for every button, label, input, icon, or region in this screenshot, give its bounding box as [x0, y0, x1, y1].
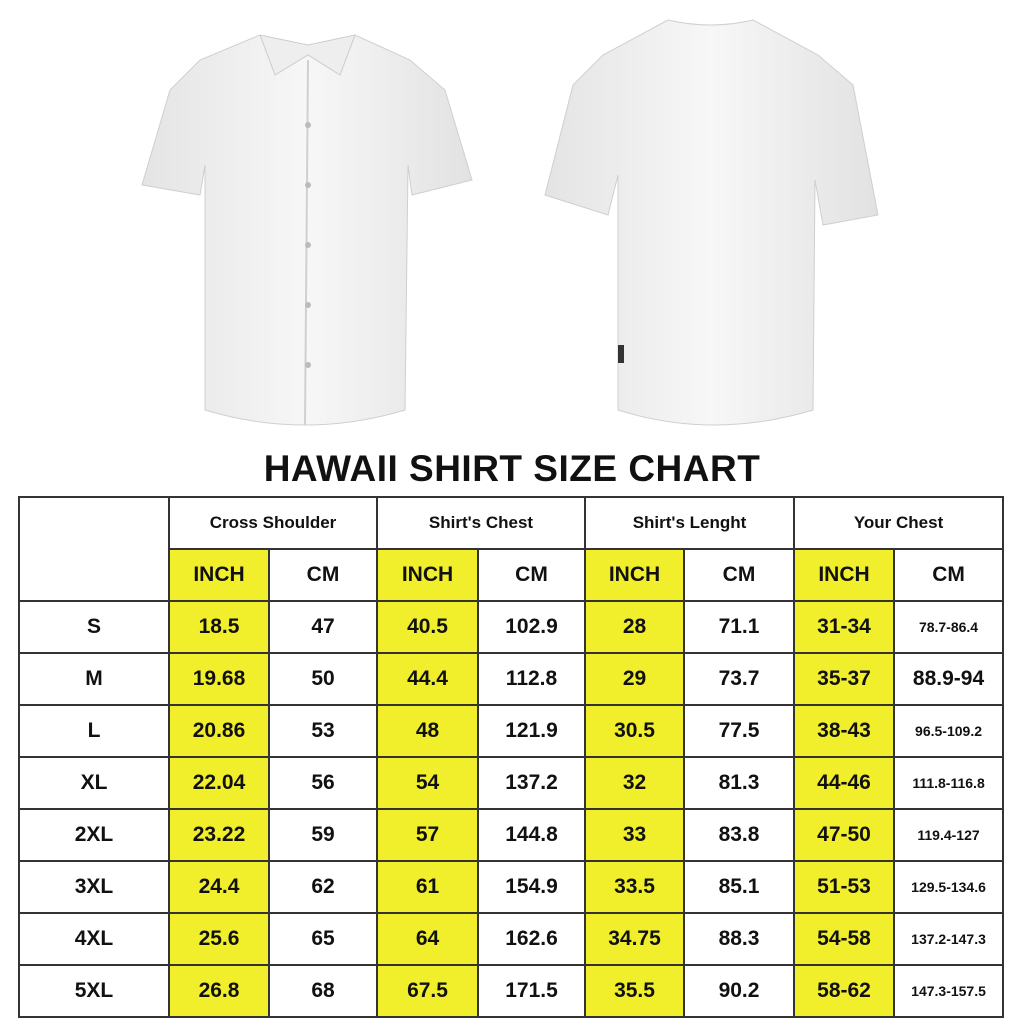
size-value: 40.5	[376, 600, 479, 654]
size-value: 35.5	[584, 964, 685, 1018]
size-value: 137.2-147.3	[893, 912, 1005, 966]
shirt-back-image	[544, 19, 879, 426]
size-value: 47	[268, 600, 378, 654]
table-row: XL 22.04 56 54 137.2 32 81.3 44-46 111.8-116.8	[18, 756, 1005, 810]
size-label: 5XL	[18, 964, 170, 1018]
size-value: 57	[376, 808, 479, 862]
size-value: 77.5	[682, 704, 796, 758]
size-value: 58-62	[793, 964, 896, 1018]
table-row: M 19.68 50 44.4 112.8 29 73.7 35-37 88.9-94	[18, 652, 1005, 706]
size-value: 88.3	[682, 912, 796, 966]
size-value: 44.4	[376, 652, 479, 706]
unit-header: CM	[893, 548, 1005, 602]
size-value: 26.8	[168, 964, 270, 1018]
size-value: 78.7-86.4	[893, 600, 1005, 654]
size-value: 129.5-134.6	[893, 860, 1005, 914]
size-value: 22.04	[168, 756, 270, 810]
group-header: Shirt's Lenght	[583, 496, 796, 550]
size-value: 64	[376, 912, 479, 966]
table-row: L 20.86 53 48 121.9 30.5 77.5 38-43 96.5-109.2	[18, 704, 1005, 758]
size-value: 47-50	[793, 808, 896, 862]
size-value: 53	[268, 704, 378, 758]
unit-header: INCH	[376, 548, 479, 602]
size-chart-table: Cross Shoulder Shirt's Chest Shirt's Lengh…	[18, 496, 1005, 1018]
size-value: 62	[268, 860, 378, 914]
group-header: Your Chest	[793, 496, 1005, 550]
size-value: 65	[268, 912, 378, 966]
size-label: 4XL	[18, 912, 170, 966]
size-value: 171.5	[477, 964, 586, 1018]
size-value: 51-53	[793, 860, 896, 914]
size-value: 54-58	[793, 912, 896, 966]
size-value: 20.86	[168, 704, 270, 758]
size-value: 73.7	[682, 652, 796, 706]
size-value: 83.8	[682, 808, 796, 862]
size-value: 59	[268, 808, 378, 862]
size-value: 38-43	[793, 704, 896, 758]
size-value: 24.4	[168, 860, 270, 914]
page-title: HAWAII SHIRT SIZE CHART	[263, 448, 761, 489]
size-value: 81.3	[682, 756, 796, 810]
size-value: 25.6	[168, 912, 270, 966]
size-label: S	[18, 600, 170, 654]
unit-header: INCH	[584, 548, 685, 602]
size-value: 48	[376, 704, 479, 758]
unit-header-row: INCH CM INCH CM INCH CM INCH CM	[19, 548, 1005, 602]
size-value: 121.9	[477, 704, 586, 758]
size-label: M	[18, 652, 170, 706]
size-value: 144.8	[477, 808, 586, 862]
group-header-row: Cross Shoulder Shirt's Chest Shirt's Lengh…	[18, 496, 1005, 602]
size-value: 67.5	[376, 964, 479, 1018]
corner-cell	[18, 496, 170, 602]
size-value: 56	[268, 756, 378, 810]
size-value: 28	[584, 600, 685, 654]
table-row: S 18.5 47 40.5 102.9 28 71.1 31-34 78.7-86.4	[18, 600, 1005, 654]
table-row: 4XL 25.6 65 64 162.6 34.75 88.3 54-58 137.2-147.…	[18, 912, 1005, 966]
size-value: 102.9	[477, 600, 586, 654]
size-value: 30.5	[584, 704, 685, 758]
size-value: 23.22	[168, 808, 270, 862]
unit-header: INCH	[168, 548, 270, 602]
shirt-front-image	[141, 34, 473, 426]
unit-header: CM	[682, 548, 796, 602]
group-header: Shirt's Chest	[376, 496, 586, 550]
size-value: 44-46	[793, 756, 896, 810]
size-value: 154.9	[477, 860, 586, 914]
size-value: 61	[376, 860, 479, 914]
table-row: 3XL 24.4 62 61 154.9 33.5 85.1 51-53 129.5-134.6	[18, 860, 1005, 914]
size-label: 2XL	[18, 808, 170, 862]
size-value: 33.5	[584, 860, 685, 914]
size-value: 54	[376, 756, 479, 810]
size-value: 90.2	[682, 964, 796, 1018]
size-value: 34.75	[584, 912, 685, 966]
size-label: XL	[18, 756, 170, 810]
size-value: 68	[268, 964, 378, 1018]
size-label: L	[18, 704, 170, 758]
table-row: 5XL 26.8 68 67.5 171.5 35.5 90.2 58-62 147.3-157…	[18, 964, 1005, 1018]
size-value: 33	[584, 808, 685, 862]
size-value: 88.9-94	[893, 652, 1005, 706]
unit-header: INCH	[793, 548, 896, 602]
size-value: 85.1	[682, 860, 796, 914]
size-value: 119.4-127	[893, 808, 1005, 862]
size-value: 137.2	[477, 756, 586, 810]
size-value: 112.8	[477, 652, 586, 706]
unit-header: CM	[477, 548, 586, 602]
size-value: 147.3-157.5	[893, 964, 1005, 1018]
size-value: 19.68	[168, 652, 270, 706]
size-value: 29	[584, 652, 685, 706]
size-value: 31-34	[793, 600, 896, 654]
size-value: 18.5	[168, 600, 270, 654]
size-value: 50	[268, 652, 378, 706]
table-row: 2XL 23.22 59 57 144.8 33 83.8 47-50 119.4-127	[18, 808, 1005, 862]
size-value: 96.5-109.2	[893, 704, 1005, 758]
group-header: Cross Shoulder	[168, 496, 378, 550]
unit-header: CM	[268, 548, 378, 602]
size-value: 32	[584, 756, 685, 810]
size-value: 71.1	[682, 600, 796, 654]
size-value: 111.8-116.8	[893, 756, 1005, 810]
size-value: 162.6	[477, 912, 586, 966]
size-value: 35-37	[793, 652, 896, 706]
size-label: 3XL	[18, 860, 170, 914]
